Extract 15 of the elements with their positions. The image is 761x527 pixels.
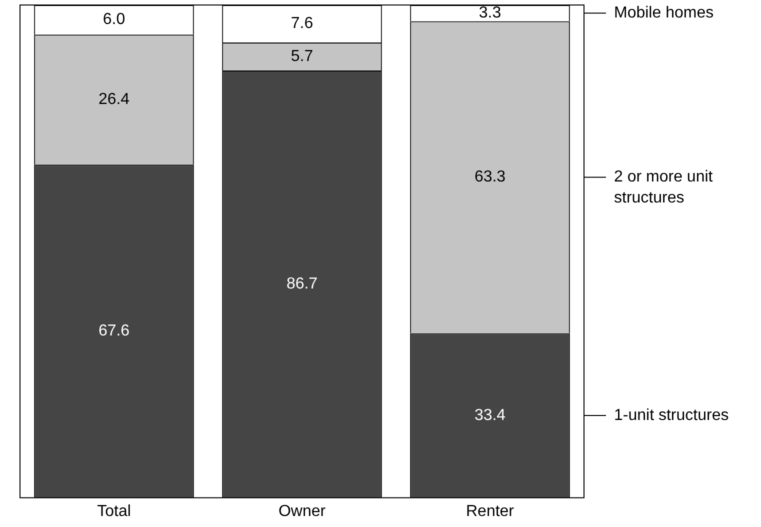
data-label: 6.0 bbox=[102, 11, 126, 28]
data-label: 33.4 bbox=[474, 406, 506, 424]
text: 1-unit structures bbox=[614, 406, 729, 424]
data-label: 86.7 bbox=[286, 276, 318, 293]
x-tick-label: Owner bbox=[278, 502, 326, 520]
data-label: 3.3 bbox=[478, 4, 502, 22]
text: 2 or more unit structures bbox=[614, 168, 714, 207]
data-label: 5.7 bbox=[290, 48, 314, 65]
text: Mobile homes bbox=[614, 4, 714, 22]
data-label: 26.4 bbox=[98, 91, 130, 108]
x-tick-label: Renter bbox=[466, 502, 515, 520]
data-label: 67.6 bbox=[98, 322, 130, 340]
data-label: 63.3 bbox=[474, 168, 506, 186]
x-tick-label: Total bbox=[97, 502, 131, 520]
data-label: 7.6 bbox=[290, 15, 314, 32]
